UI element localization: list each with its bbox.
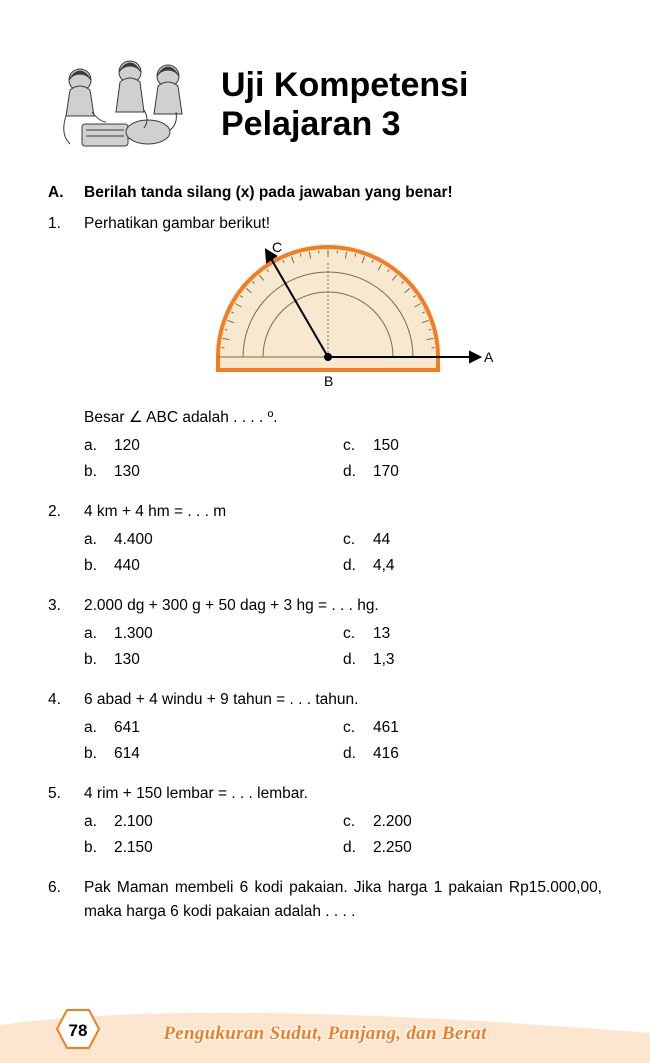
header-row: Uji Kompetensi Pelajaran 3 (48, 50, 602, 160)
question-number: 1. (48, 212, 84, 486)
choice-text: 1,3 (373, 648, 395, 672)
question-6: 6. Pak Maman membeli 6 kodi pakaian. Jik… (48, 876, 602, 928)
choice-text: 1.300 (114, 622, 153, 646)
choice-text: 4.400 (114, 528, 153, 552)
question-4: 4. 6 abad + 4 windu + 9 tahun = . . . ta… (48, 688, 602, 768)
protractor-figure: A B C (84, 242, 602, 392)
choice-text: 416 (373, 742, 399, 766)
question-stem: 2.000 dg + 300 g + 50 dag + 3 hg = . . .… (84, 594, 602, 618)
choice-text: 641 (114, 716, 140, 740)
question-stem: Pak Maman membeli 6 kodi pakaian. Jika h… (84, 876, 602, 924)
choices: a.4.400 c.44 b.440 d.4,4 (84, 528, 602, 580)
vertex-label-b: B (324, 373, 333, 389)
vertex-label-a: A (484, 349, 494, 365)
question-number: 2. (48, 500, 84, 580)
question-number: 3. (48, 594, 84, 674)
section-letter: A. (48, 184, 84, 202)
choice-text: 44 (373, 528, 390, 552)
choice-letter: a. (84, 434, 114, 458)
choice-letter: c. (343, 434, 373, 458)
choice-text: 13 (373, 622, 390, 646)
question-stem: 6 abad + 4 windu + 9 tahun = . . . tahun… (84, 688, 602, 712)
chapter-title: Pengukuran Sudut, Panjang, dan Berat (0, 1023, 650, 1045)
choice-text: 2.250 (373, 836, 412, 860)
choice-text: 2.150 (114, 836, 153, 860)
question-2: 2. 4 km + 4 hm = . . . m a.4.400 c.44 b.… (48, 500, 602, 580)
choice-text: 130 (114, 460, 140, 484)
choice-text: 440 (114, 554, 140, 578)
question-5: 5. 4 rim + 150 lembar = . . . lembar. a.… (48, 782, 602, 862)
question-number: 6. (48, 876, 84, 928)
choice-text: 2.200 (373, 810, 412, 834)
question-followup: Besar ∠ ABC adalah . . . . º. (84, 406, 602, 430)
choice-text: 2.100 (114, 810, 153, 834)
choice-letter: d. (343, 460, 373, 484)
vertex-label-c: C (272, 242, 282, 255)
section-instruction: Berilah tanda silang (x) pada jawaban ya… (84, 184, 453, 202)
choice-text: 614 (114, 742, 140, 766)
choices: a.120 c.150 b.130 d.170 (84, 434, 602, 486)
question-number: 4. (48, 688, 84, 768)
choice-text: 4,4 (373, 554, 395, 578)
choice-text: 120 (114, 434, 140, 458)
title-line-1: Uji Kompetensi (221, 66, 602, 105)
choice-text: 461 (373, 716, 399, 740)
choice-text: 150 (373, 434, 399, 458)
page-footer: 78 Pengukuran Sudut, Panjang, dan Berat (0, 1003, 650, 1063)
question-3: 3. 2.000 dg + 300 g + 50 dag + 3 hg = . … (48, 594, 602, 674)
choices: a.641 c.461 b.614 d.416 (84, 716, 602, 768)
question-stem: Perhatikan gambar berikut! (84, 212, 602, 236)
choice-text: 170 (373, 460, 399, 484)
question-number: 5. (48, 782, 84, 862)
page-title: Uji Kompetensi Pelajaran 3 (221, 66, 602, 144)
title-line-2: Pelajaran 3 (221, 105, 602, 144)
question-stem: 4 rim + 150 lembar = . . . lembar. (84, 782, 602, 806)
choices: a.1.300 c.13 b.130 d.1,3 (84, 622, 602, 674)
question-1: 1. Perhatikan gambar berikut! (48, 212, 602, 486)
children-illustration (48, 50, 203, 160)
question-stem: 4 km + 4 hm = . . . m (84, 500, 602, 524)
choice-text: 130 (114, 648, 140, 672)
section-heading: A. Berilah tanda silang (x) pada jawaban… (48, 184, 602, 202)
choices: a.2.100 c.2.200 b.2.150 d.2.250 (84, 810, 602, 862)
choice-letter: b. (84, 460, 114, 484)
